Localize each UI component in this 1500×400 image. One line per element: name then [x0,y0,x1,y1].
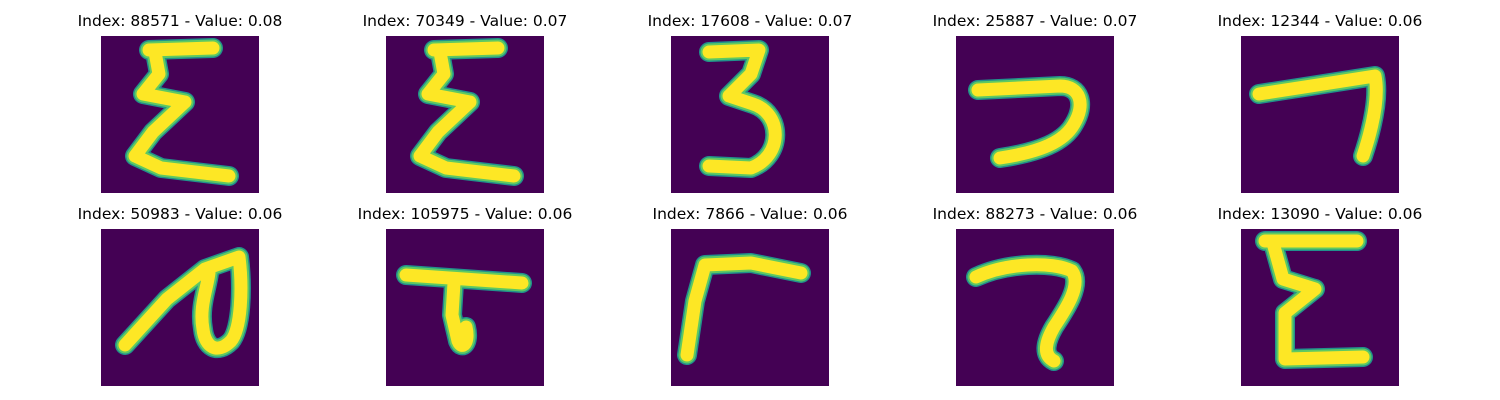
glyph-stroke [118,250,248,355]
glyph-stroke [399,268,529,352]
handwritten-glyph [1249,66,1387,166]
panel-title: Index: 88273 - Value: 0.06 [932,205,1138,223]
glyph-stroke [413,41,521,183]
digit-image [386,36,544,193]
glyph-stroke [680,256,808,362]
panel-title: Index: 25887 - Value: 0.07 [932,12,1138,30]
glyph-stroke [971,79,1087,165]
panel-9: Index: 88273 - Value: 0.06 [895,204,1175,386]
digit-image [956,229,1114,386]
panel-8: Index: 7866 - Value: 0.06 [610,204,890,386]
panel-title: Index: 12344 - Value: 0.06 [1217,12,1423,30]
handwritten-glyph [966,254,1086,371]
digit-image [671,36,829,193]
panel-1: Index: 88571 - Value: 0.08 [40,11,320,193]
digit-image [1241,229,1399,386]
panel-5: Index: 12344 - Value: 0.06 [1180,11,1460,193]
panel-7: Index: 105975 - Value: 0.06 [325,204,605,386]
digit-image [956,36,1114,193]
panel-2: Index: 70349 - Value: 0.07 [325,11,605,193]
glyph-stroke [128,41,236,183]
panel-title: Index: 17608 - Value: 0.07 [647,12,853,30]
handwritten-glyph [677,253,811,365]
glyph-stroke [969,258,1082,368]
panel-title: Index: 13090 - Value: 0.06 [1217,205,1423,223]
panel-title: Index: 88571 - Value: 0.08 [77,12,283,30]
panel-10: Index: 13090 - Value: 0.06 [1180,204,1460,386]
glyph-stroke [702,43,782,175]
panel-title: Index: 70349 - Value: 0.07 [362,12,568,30]
panel-title: Index: 7866 - Value: 0.06 [652,205,848,223]
glyph-stroke [1258,234,1370,366]
digit-image [671,229,829,386]
panel-title: Index: 105975 - Value: 0.06 [357,205,573,223]
digit-image [101,36,259,193]
digit-image [1241,36,1399,193]
panel-6: Index: 50983 - Value: 0.06 [40,204,320,386]
handwritten-glyph [410,38,524,186]
glyph-stroke [1252,69,1383,163]
handwritten-glyph [115,247,251,359]
handwritten-glyph [699,40,786,178]
handwritten-glyph [968,76,1091,168]
panel-4: Index: 25887 - Value: 0.07 [895,11,1175,193]
handwritten-glyph [396,265,532,356]
panel-title: Index: 50983 - Value: 0.06 [77,205,283,223]
digit-image [386,229,544,386]
handwritten-glyph [1255,231,1373,369]
handwritten-glyph [125,38,239,186]
panel-3: Index: 17608 - Value: 0.07 [610,11,890,193]
digit-image [101,229,259,386]
